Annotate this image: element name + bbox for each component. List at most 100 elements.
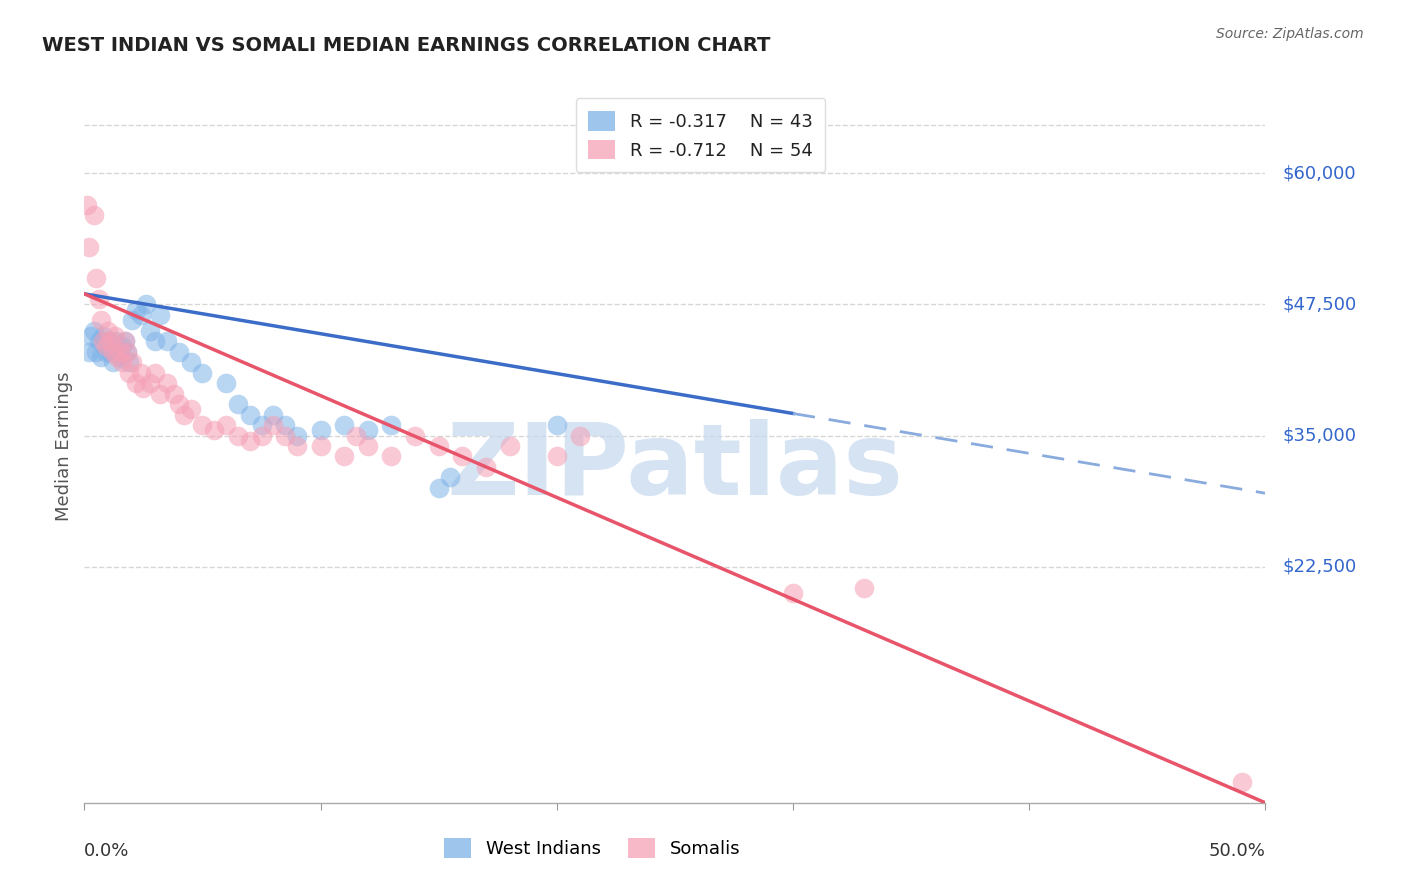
Point	[139, 376, 162, 390]
Point	[90, 350, 112, 364]
Text: WEST INDIAN VS SOMALI MEDIAN EARNINGS CORRELATION CHART: WEST INDIAN VS SOMALI MEDIAN EARNINGS CO…	[42, 36, 770, 54]
Point	[107, 344, 129, 359]
Point	[180, 402, 202, 417]
Point	[84, 271, 107, 285]
Point	[125, 302, 148, 317]
Text: $60,000: $60,000	[1282, 164, 1355, 182]
Point	[215, 376, 238, 390]
Point	[104, 328, 127, 343]
Text: 50.0%: 50.0%	[1209, 842, 1265, 860]
Point	[80, 328, 103, 343]
Point	[139, 324, 162, 338]
Point	[380, 417, 402, 432]
Point	[333, 450, 356, 464]
Point	[121, 355, 143, 369]
Text: 0.0%: 0.0%	[84, 842, 129, 860]
Point	[226, 428, 249, 442]
Point	[782, 586, 804, 600]
Point	[83, 324, 105, 338]
Point	[121, 313, 143, 327]
Point	[163, 386, 186, 401]
Point	[285, 428, 308, 442]
Point	[104, 334, 127, 348]
Point	[108, 350, 131, 364]
Point	[202, 423, 225, 437]
Point	[451, 450, 474, 464]
Point	[149, 308, 172, 322]
Text: $35,000: $35,000	[1282, 426, 1355, 444]
Point	[156, 334, 179, 348]
Point	[90, 313, 112, 327]
Point	[173, 408, 195, 422]
Text: $22,500: $22,500	[1282, 558, 1357, 575]
Point	[83, 208, 105, 222]
Point	[357, 423, 380, 437]
Point	[114, 334, 136, 348]
Point	[156, 376, 179, 390]
Point	[101, 355, 124, 369]
Point	[250, 428, 273, 442]
Point	[125, 376, 148, 390]
Point	[427, 439, 450, 453]
Point	[149, 386, 172, 401]
Point	[77, 239, 100, 253]
Point	[87, 334, 110, 348]
Point	[274, 428, 297, 442]
Point	[380, 450, 402, 464]
Point	[239, 434, 262, 448]
Point	[215, 417, 238, 432]
Point	[404, 428, 426, 442]
Point	[94, 339, 117, 353]
Y-axis label: Median Earnings: Median Earnings	[55, 371, 73, 521]
Text: ZIPatlas: ZIPatlas	[447, 419, 903, 516]
Point	[87, 292, 110, 306]
Point	[94, 344, 117, 359]
Legend: West Indians, Somalis: West Indians, Somalis	[437, 830, 748, 865]
Point	[427, 481, 450, 495]
Point	[118, 366, 141, 380]
Point	[191, 417, 214, 432]
Point	[180, 355, 202, 369]
Point	[129, 366, 152, 380]
Point	[111, 339, 134, 353]
Point	[546, 417, 568, 432]
Point	[226, 397, 249, 411]
Point	[91, 334, 114, 348]
Point	[135, 297, 157, 311]
Point	[309, 423, 332, 437]
Text: $47,500: $47,500	[1282, 295, 1357, 313]
Point	[309, 439, 332, 453]
Point	[91, 328, 114, 343]
Point	[333, 417, 356, 432]
Point	[1230, 774, 1253, 789]
Point	[274, 417, 297, 432]
Point	[97, 334, 120, 348]
Point	[344, 428, 367, 442]
Point	[498, 439, 520, 453]
Point	[98, 344, 121, 359]
Point	[546, 450, 568, 464]
Point	[285, 439, 308, 453]
Point	[115, 344, 138, 359]
Point	[262, 408, 284, 422]
Point	[108, 344, 131, 359]
Point	[475, 460, 498, 475]
Point	[101, 344, 124, 359]
Point	[167, 397, 190, 411]
Point	[76, 197, 98, 211]
Point	[167, 344, 190, 359]
Point	[77, 344, 100, 359]
Point	[118, 355, 141, 369]
Point	[191, 366, 214, 380]
Point	[239, 408, 262, 422]
Point	[98, 334, 121, 348]
Text: Source: ZipAtlas.com: Source: ZipAtlas.com	[1216, 27, 1364, 41]
Point	[569, 428, 592, 442]
Point	[250, 417, 273, 432]
Point	[115, 344, 138, 359]
Point	[84, 344, 107, 359]
Point	[357, 439, 380, 453]
Point	[97, 324, 120, 338]
Point	[439, 470, 461, 484]
Point	[111, 355, 134, 369]
